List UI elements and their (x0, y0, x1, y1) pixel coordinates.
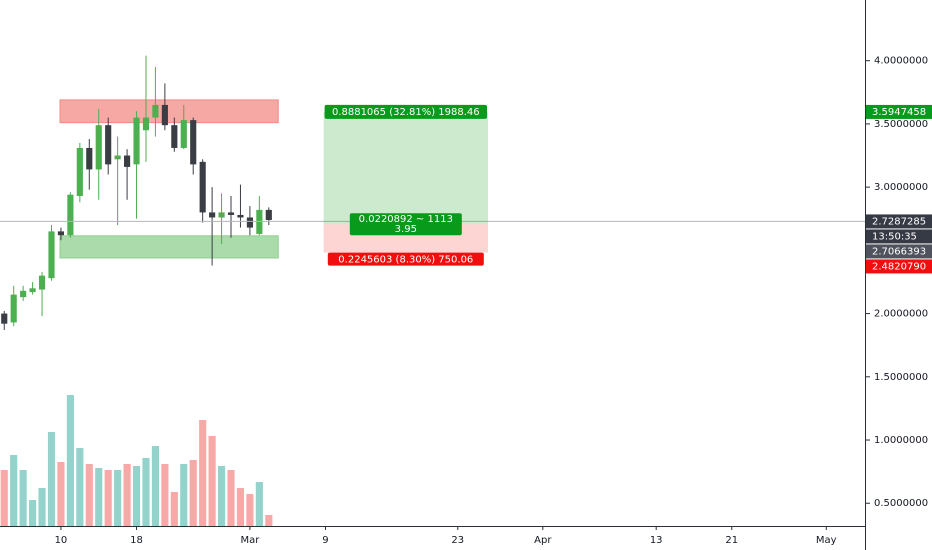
x-tick-label: May (816, 535, 837, 546)
candle-body (114, 155, 121, 160)
volume-bar (255, 482, 263, 526)
volume-bar (170, 492, 178, 526)
candle-body (180, 120, 187, 148)
volume-bar (161, 464, 169, 526)
candle-body (76, 147, 83, 196)
volume-bar (104, 470, 112, 526)
candle-body (10, 294, 17, 323)
entry-tag-box (866, 244, 932, 259)
candle-body (124, 155, 131, 167)
profit-zone (323, 111, 489, 225)
candle-body (218, 212, 225, 218)
volume-bar (10, 455, 18, 526)
candle-body (227, 212, 235, 215)
volume-bar (151, 446, 159, 526)
candle-body (38, 275, 46, 290)
volume-bar (47, 432, 56, 526)
center-label: 3.95 (395, 224, 417, 235)
stop-tag: 2.4820790 (872, 261, 926, 272)
volume-bar (180, 464, 188, 526)
volume-bar (246, 494, 254, 526)
countdown-tag-box (866, 229, 932, 244)
x-tick-label: Mar (240, 535, 260, 546)
candle-body (171, 125, 178, 148)
stop-tag-box (866, 259, 932, 274)
center-label-box (349, 213, 462, 236)
y-tick-label: 3.0000000 (874, 182, 928, 193)
volume-bar (66, 395, 74, 526)
volume-bar (85, 464, 93, 526)
volume-bar (227, 470, 235, 526)
candle-body (237, 214, 244, 218)
countdown-tag: 13:50:35 (872, 231, 917, 242)
candle-body (67, 194, 74, 236)
x-tick-label: 18 (130, 535, 143, 546)
target-label-box (324, 104, 488, 119)
candle-body (105, 125, 112, 165)
entry-tag: 2.7066393 (872, 246, 926, 257)
volume-bar (0, 470, 8, 526)
volume-bar (19, 470, 27, 526)
target-tag-box (866, 104, 932, 119)
volume-bar (123, 464, 131, 526)
volume-bar (76, 448, 84, 526)
candle-body (190, 120, 197, 165)
candle-body (57, 231, 65, 236)
volume-bar (132, 466, 141, 526)
volume-bar (265, 515, 273, 526)
x-tick-label: 13 (650, 535, 663, 546)
volume-bar (57, 462, 65, 526)
candle-body (152, 104, 159, 118)
stop-label-box (327, 252, 484, 266)
candle-body (29, 288, 36, 293)
x-tick-label: 21 (725, 535, 738, 546)
candle-body (142, 117, 150, 131)
x-tick-label: Apr (534, 535, 552, 546)
volume-bar (189, 460, 197, 526)
y-tick-label: 0.5000000 (874, 498, 928, 509)
volume-bar (95, 468, 103, 526)
volume-bar (29, 500, 37, 526)
y-tick-label: 1.0000000 (874, 435, 928, 446)
zone (59, 235, 279, 259)
price-tag-box (866, 214, 932, 229)
y-tick-label: 4.0000000 (874, 56, 928, 67)
volume-bar (142, 458, 150, 526)
center-label: 0.0220892 ~ 1113 (359, 214, 453, 225)
y-tick-label: 2.0000000 (874, 309, 928, 320)
y-tick-label: 1.5000000 (874, 372, 928, 383)
candle-body (86, 147, 93, 170)
volume-bar (199, 420, 207, 526)
target-tag: 3.5947458 (872, 107, 926, 118)
target-label: 0.8881065 (32.81%) 1988.46 (332, 107, 480, 118)
candle-body (209, 212, 216, 218)
x-tick-label: 10 (55, 535, 68, 546)
candle-body (199, 161, 206, 213)
candle-body (133, 117, 140, 165)
volume-bar (114, 470, 122, 526)
candle-body (246, 217, 253, 228)
volume-bar (236, 488, 245, 526)
x-tick-label: 23 (451, 535, 464, 546)
price-tag: 2.7287285 (872, 216, 926, 227)
candle-body (265, 209, 272, 221)
zone (59, 99, 279, 124)
volume-bar (208, 436, 216, 526)
candle-body (20, 290, 27, 298)
x-tick-label: 9 (322, 535, 328, 546)
candle-body (161, 104, 168, 126)
stop-label: 0.2245603 (8.30%) 750.06 (338, 255, 473, 266)
volume-bar (217, 466, 226, 526)
volume-bar (38, 488, 46, 526)
y-tick-label: 3.5000000 (874, 119, 928, 130)
candle-body (95, 125, 102, 170)
candle-body (48, 231, 55, 279)
candle-body (1, 313, 8, 324)
